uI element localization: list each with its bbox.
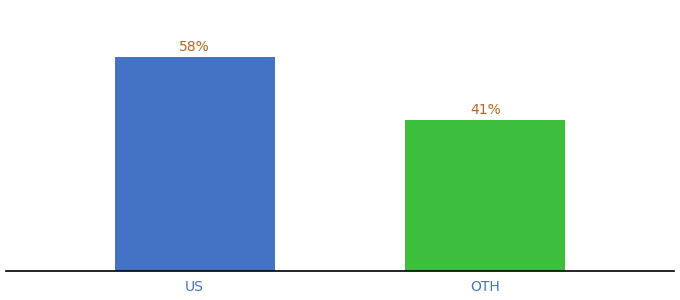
Bar [405, 120, 565, 271]
Text: 41%: 41% [470, 103, 500, 117]
Text: 58%: 58% [180, 40, 210, 54]
Bar [115, 57, 275, 271]
